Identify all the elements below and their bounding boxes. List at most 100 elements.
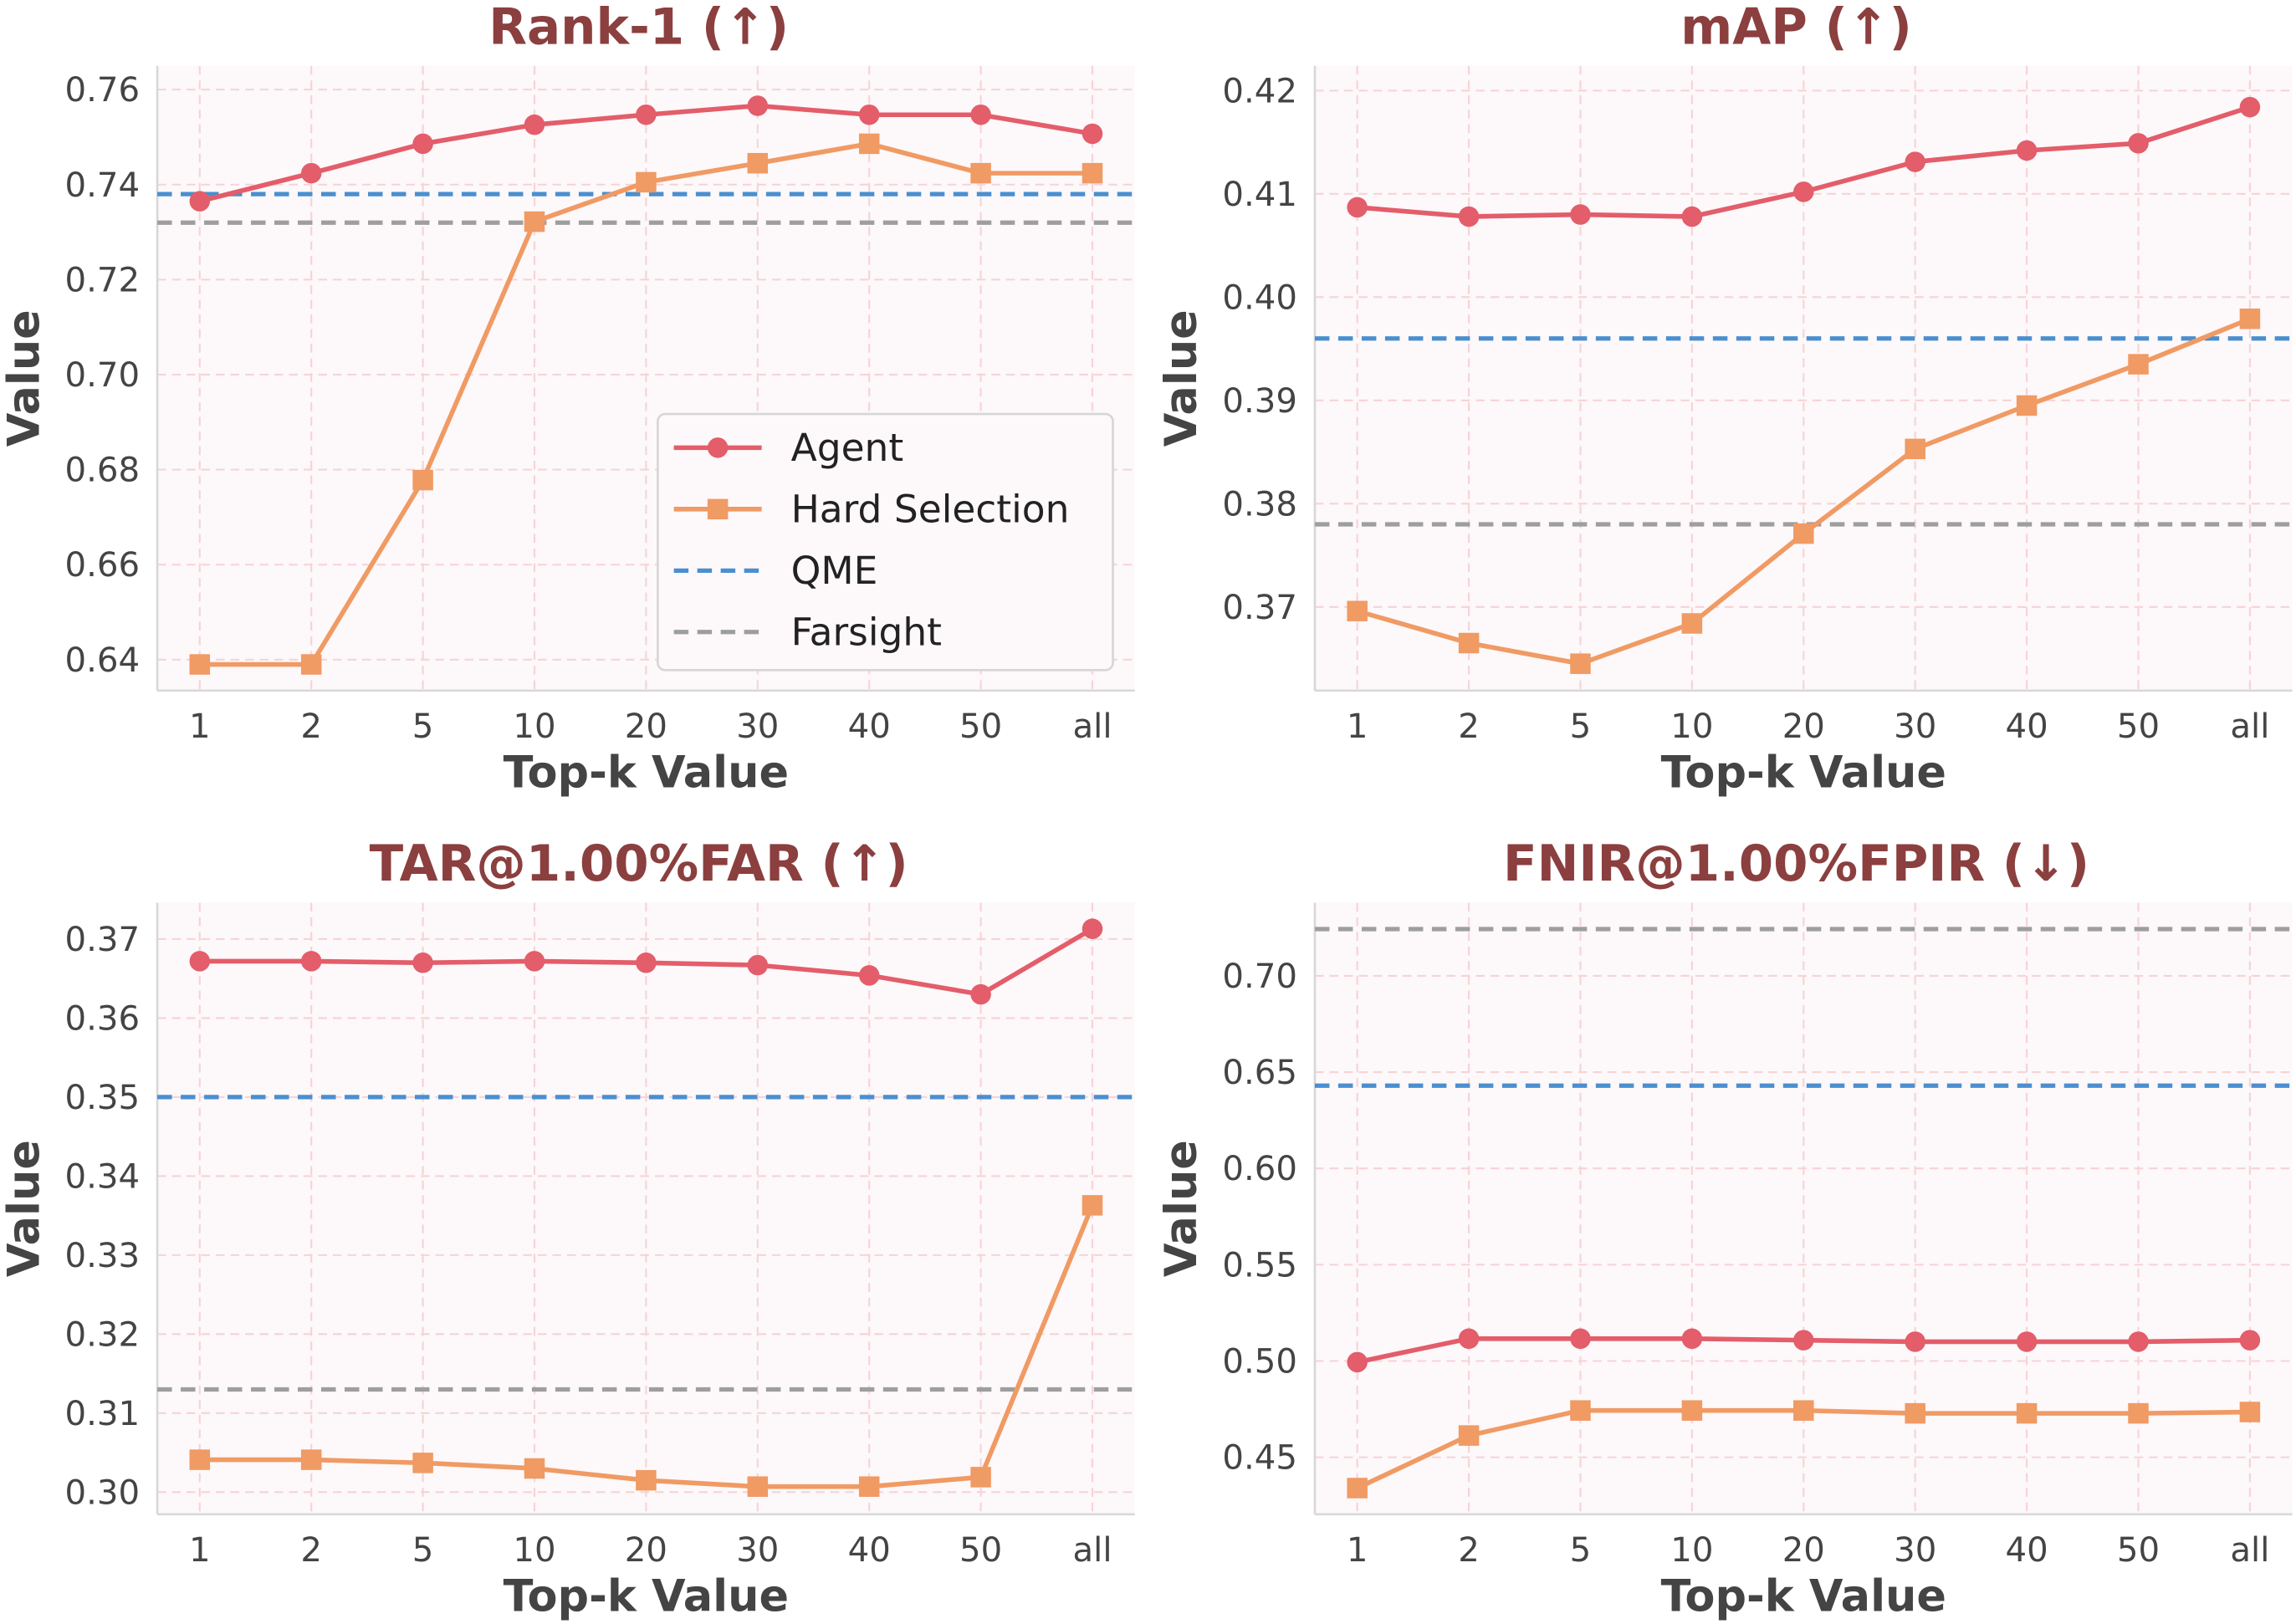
x-axis-label: Top-k Value xyxy=(504,1570,789,1621)
x-tick-label: 5 xyxy=(1570,707,1592,746)
x-tick-label: 40 xyxy=(2006,707,2048,746)
data-point-hard xyxy=(1681,1400,1703,1421)
data-point-agent xyxy=(1570,204,1591,225)
y-tick-label: 0.70 xyxy=(64,356,140,395)
data-point-hard xyxy=(1570,1400,1591,1421)
data-point-agent xyxy=(1681,206,1703,227)
y-tick-label: 0.33 xyxy=(64,1237,140,1275)
y-tick-label: 0.41 xyxy=(1222,176,1297,214)
data-point-hard xyxy=(189,1449,211,1470)
x-tick-label: 50 xyxy=(959,1531,1002,1570)
data-point-agent xyxy=(1458,1328,1480,1350)
data-point-hard xyxy=(189,654,211,675)
data-point-agent xyxy=(2239,1330,2261,1351)
y-axis-label: Value xyxy=(1156,1140,1207,1277)
data-point-hard xyxy=(1082,162,1103,184)
y-tick-label: 0.30 xyxy=(64,1473,140,1512)
y-tick-label: 0.36 xyxy=(64,999,140,1038)
data-point-hard xyxy=(300,654,322,675)
x-tick-label: 40 xyxy=(848,707,891,746)
data-point-agent xyxy=(2016,140,2038,161)
chart-title: Rank-1 (↑) xyxy=(488,0,789,56)
data-point-hard xyxy=(2128,354,2149,375)
y-tick-label: 0.38 xyxy=(1222,485,1297,523)
data-point-agent xyxy=(2239,96,2261,118)
data-point-agent xyxy=(1793,1330,1814,1351)
data-point-agent xyxy=(524,951,545,972)
y-axis-label: Value xyxy=(1156,309,1207,447)
data-point-hard xyxy=(412,469,433,491)
y-tick-label: 0.50 xyxy=(1222,1342,1297,1381)
data-point-agent xyxy=(300,951,322,972)
data-point-hard xyxy=(2016,1402,2038,1424)
x-tick-label: 2 xyxy=(300,707,322,746)
y-tick-label: 0.65 xyxy=(1222,1054,1297,1092)
data-point-hard xyxy=(1458,1425,1480,1446)
data-point-agent xyxy=(1570,1328,1591,1350)
x-tick-label: 5 xyxy=(412,707,434,746)
y-tick-label: 0.70 xyxy=(1222,958,1297,996)
y-tick-label: 0.35 xyxy=(64,1079,140,1117)
legend: Agent Hard Selection QME Farsight xyxy=(657,412,1114,672)
data-point-agent xyxy=(970,983,991,1005)
legend-marker-square xyxy=(707,498,729,520)
data-point-agent xyxy=(747,95,769,116)
x-tick-label: 1 xyxy=(1347,707,1368,746)
x-tick-label: 2 xyxy=(300,1531,322,1570)
data-point-agent xyxy=(1347,197,1368,218)
x-axis-label: Top-k Value xyxy=(1661,1570,1946,1621)
data-point-agent xyxy=(412,952,433,973)
y-tick-label: 0.31 xyxy=(64,1395,140,1433)
data-point-hard xyxy=(2239,1402,2261,1422)
data-point-hard xyxy=(970,162,991,184)
data-point-hard xyxy=(1793,523,1814,544)
data-point-agent xyxy=(189,191,211,212)
x-tick-label: 40 xyxy=(848,1531,891,1570)
x-tick-label: 50 xyxy=(2117,707,2160,746)
data-point-agent xyxy=(1905,1331,1925,1352)
x-tick-label: 2 xyxy=(1458,1531,1480,1570)
chart-title: TAR@1.00%FAR (↑) xyxy=(370,835,908,893)
y-tick-label: 0.74 xyxy=(64,166,140,205)
x-tick-label: 50 xyxy=(959,707,1002,746)
data-point-agent xyxy=(1793,181,1814,202)
data-point-hard xyxy=(636,1469,657,1491)
x-tick-label: 20 xyxy=(1782,1531,1825,1570)
y-tick-label: 0.40 xyxy=(1222,278,1297,317)
data-point-hard xyxy=(858,1476,880,1497)
y-tick-label: 0.76 xyxy=(64,71,140,110)
data-point-hard xyxy=(1905,1402,1925,1424)
data-point-hard xyxy=(1458,632,1480,654)
y-tick-label: 0.60 xyxy=(1222,1150,1297,1188)
x-tick-label: 10 xyxy=(1670,1531,1713,1570)
data-point-agent xyxy=(636,104,657,125)
data-point-agent xyxy=(2016,1331,2038,1352)
data-point-agent xyxy=(747,954,769,976)
y-tick-label: 0.64 xyxy=(64,641,140,680)
y-tick-label: 0.72 xyxy=(64,261,140,299)
legend-marker-circle xyxy=(707,437,729,458)
chart-panel-3: 1 2 5 10 20 30 40 50 all 0.45 0.50 0.55 0.60 0.65 0.70… xyxy=(1156,835,2293,1621)
data-point-agent xyxy=(1347,1351,1368,1373)
x-tick-label: 10 xyxy=(513,707,555,746)
y-tick-label: 0.32 xyxy=(64,1315,140,1354)
data-point-hard xyxy=(747,1476,769,1497)
data-point-hard xyxy=(300,1449,322,1470)
y-tick-label: 0.45 xyxy=(1222,1439,1297,1478)
data-point-hard xyxy=(747,152,769,174)
data-point-hard xyxy=(1905,438,1925,460)
x-tick-label: 50 xyxy=(2117,1531,2160,1570)
x-tick-label: all xyxy=(1073,1531,1112,1570)
data-point-hard xyxy=(1347,1478,1368,1499)
chart-title: FNIR@1.00%FPIR (↓) xyxy=(1503,835,2089,893)
data-point-agent xyxy=(858,965,880,986)
legend-label: Agent xyxy=(791,426,904,470)
chart-panel-0: 1 2 5 10 20 30 40 50 all 0.64 0.66 0.68 0.70 0.72 0.74… xyxy=(0,0,1135,798)
legend-box xyxy=(657,412,1114,672)
data-point-agent xyxy=(1681,1328,1703,1350)
x-tick-label: 30 xyxy=(1894,707,1936,746)
y-tick-label: 0.66 xyxy=(64,546,140,585)
x-tick-label: 40 xyxy=(2006,1531,2048,1570)
data-point-hard xyxy=(970,1467,991,1488)
